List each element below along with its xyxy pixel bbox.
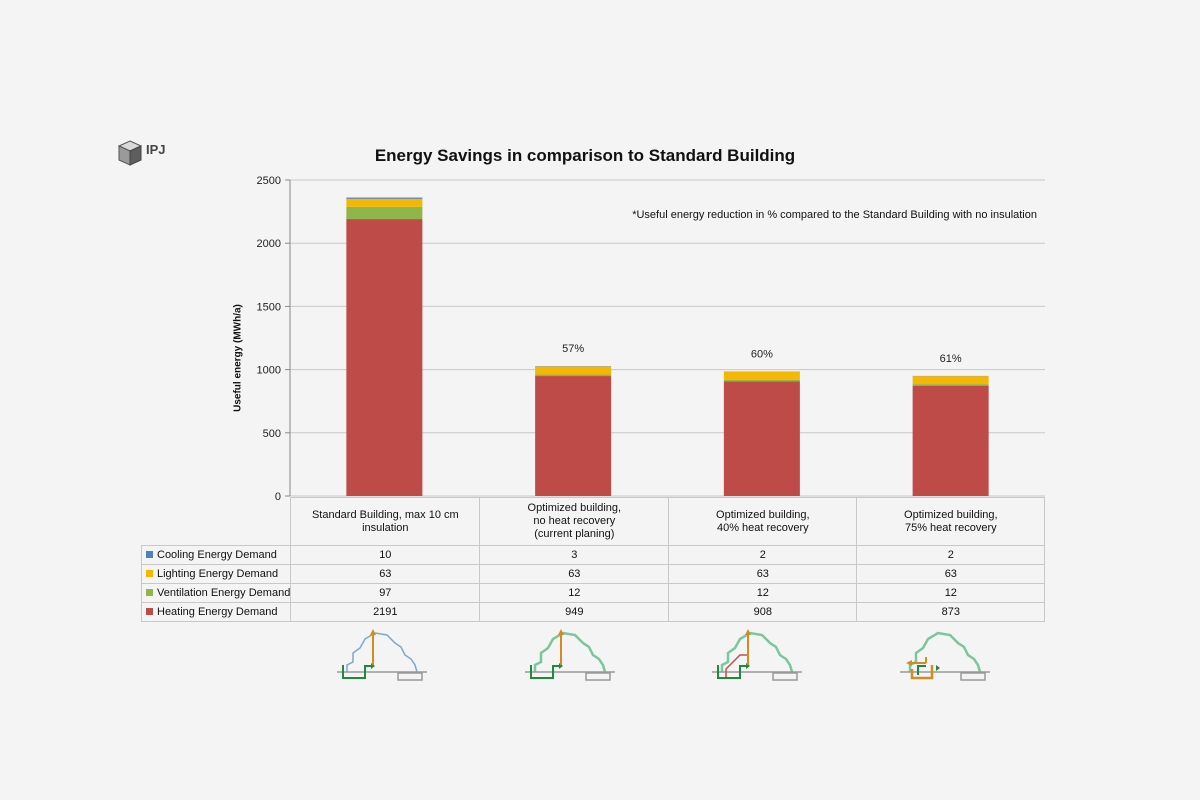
y-tick-label: 2000 xyxy=(257,238,281,250)
logo: IPJ xyxy=(118,140,166,166)
table-cell: 3 xyxy=(479,545,670,565)
data-table: Standard Building, max 10 cm insulation … xyxy=(140,497,1046,622)
bar-segment-ventilation xyxy=(535,374,612,377)
y-tick-label: 2500 xyxy=(257,175,281,187)
legend-swatch-ventilation xyxy=(146,589,153,596)
building-diagram-no-heat-recovery-icon xyxy=(525,629,615,681)
legend-swatch-cooling xyxy=(146,551,153,558)
bar-segment-heating xyxy=(346,219,423,496)
building-diagram-standard-icon xyxy=(337,629,427,681)
bar-segment-heating xyxy=(912,385,989,496)
y-tick-label: 1500 xyxy=(257,301,281,313)
table-cell: 12 xyxy=(668,583,858,603)
bar-segment-heating xyxy=(723,381,800,496)
legend-entry-heating: Heating Energy Demand xyxy=(140,602,292,622)
table-cell: 12 xyxy=(856,583,1046,603)
table-row-lighting: Lighting Energy Demand 63 63 63 63 xyxy=(140,564,1046,584)
y-tick-label: 500 xyxy=(263,428,281,440)
table-cell: 10 xyxy=(290,545,481,565)
chart-title: Energy Savings in comparison to Standard… xyxy=(374,146,796,165)
logo-cube-icon xyxy=(118,140,142,166)
table-row-ventilation: Ventilation Energy Demand 97 12 12 12 xyxy=(140,583,1046,603)
table-cell: 2191 xyxy=(290,602,481,622)
table-cell: 63 xyxy=(668,564,858,584)
bar-segment-lighting xyxy=(723,371,800,380)
chart-note: *Useful energy reduction in % compared t… xyxy=(632,209,1037,221)
table-cell: 908 xyxy=(668,602,858,622)
y-tick-label: 0 xyxy=(275,491,281,503)
bar-segment-lighting xyxy=(912,376,989,385)
bar-segment-heating xyxy=(535,376,612,496)
bar-segment-ventilation xyxy=(912,384,989,386)
legend-entry-ventilation: Ventilation Energy Demand xyxy=(140,583,292,603)
table-row-heating: Heating Energy Demand 2191 949 908 873 xyxy=(140,602,1046,622)
category-label: Optimized building, no heat recovery (cu… xyxy=(479,497,670,546)
logo-text: IPJ xyxy=(146,142,166,157)
category-label: Optimized building, 75% heat recovery xyxy=(856,497,1046,546)
bar-segment-lighting xyxy=(346,198,423,207)
legend-swatch-lighting xyxy=(146,570,153,577)
bar-segment-ventilation xyxy=(346,206,423,220)
table-cell: 63 xyxy=(479,564,670,584)
table-row-cooling: Cooling Energy Demand 10 3 2 2 xyxy=(140,545,1046,565)
table-cell: 2 xyxy=(668,545,858,565)
table-cell: 12 xyxy=(479,583,670,603)
bar-segment-lighting xyxy=(535,366,612,375)
category-label: Standard Building, max 10 cm insulation xyxy=(290,497,481,546)
table-cell: 97 xyxy=(290,583,481,603)
category-label: Optimized building, 40% heat recovery xyxy=(668,497,858,546)
category-row: Standard Building, max 10 cm insulation … xyxy=(141,497,1046,546)
legend-swatch-heating xyxy=(146,608,153,615)
percent-label: 57% xyxy=(562,343,584,355)
legend-entry-cooling: Cooling Energy Demand xyxy=(140,545,292,565)
percent-label: 61% xyxy=(940,353,962,365)
table-cell: 873 xyxy=(856,602,1046,622)
legend-entry-lighting: Lighting Energy Demand xyxy=(140,564,292,584)
building-diagram-75-heat-recovery-icon xyxy=(900,631,990,681)
building-diagram-40-heat-recovery-icon xyxy=(712,629,802,681)
table-cell: 2 xyxy=(856,545,1046,565)
percent-label: 60% xyxy=(751,348,773,360)
table-cell: 63 xyxy=(856,564,1046,584)
table-corner xyxy=(141,497,292,546)
bar-segment-ventilation xyxy=(723,379,800,382)
building-diagrams xyxy=(290,625,1046,690)
table-cell: 63 xyxy=(290,564,481,584)
bar-segment-cooling xyxy=(346,197,423,199)
table-cell: 949 xyxy=(479,602,670,622)
y-tick-label: 1000 xyxy=(257,365,281,377)
